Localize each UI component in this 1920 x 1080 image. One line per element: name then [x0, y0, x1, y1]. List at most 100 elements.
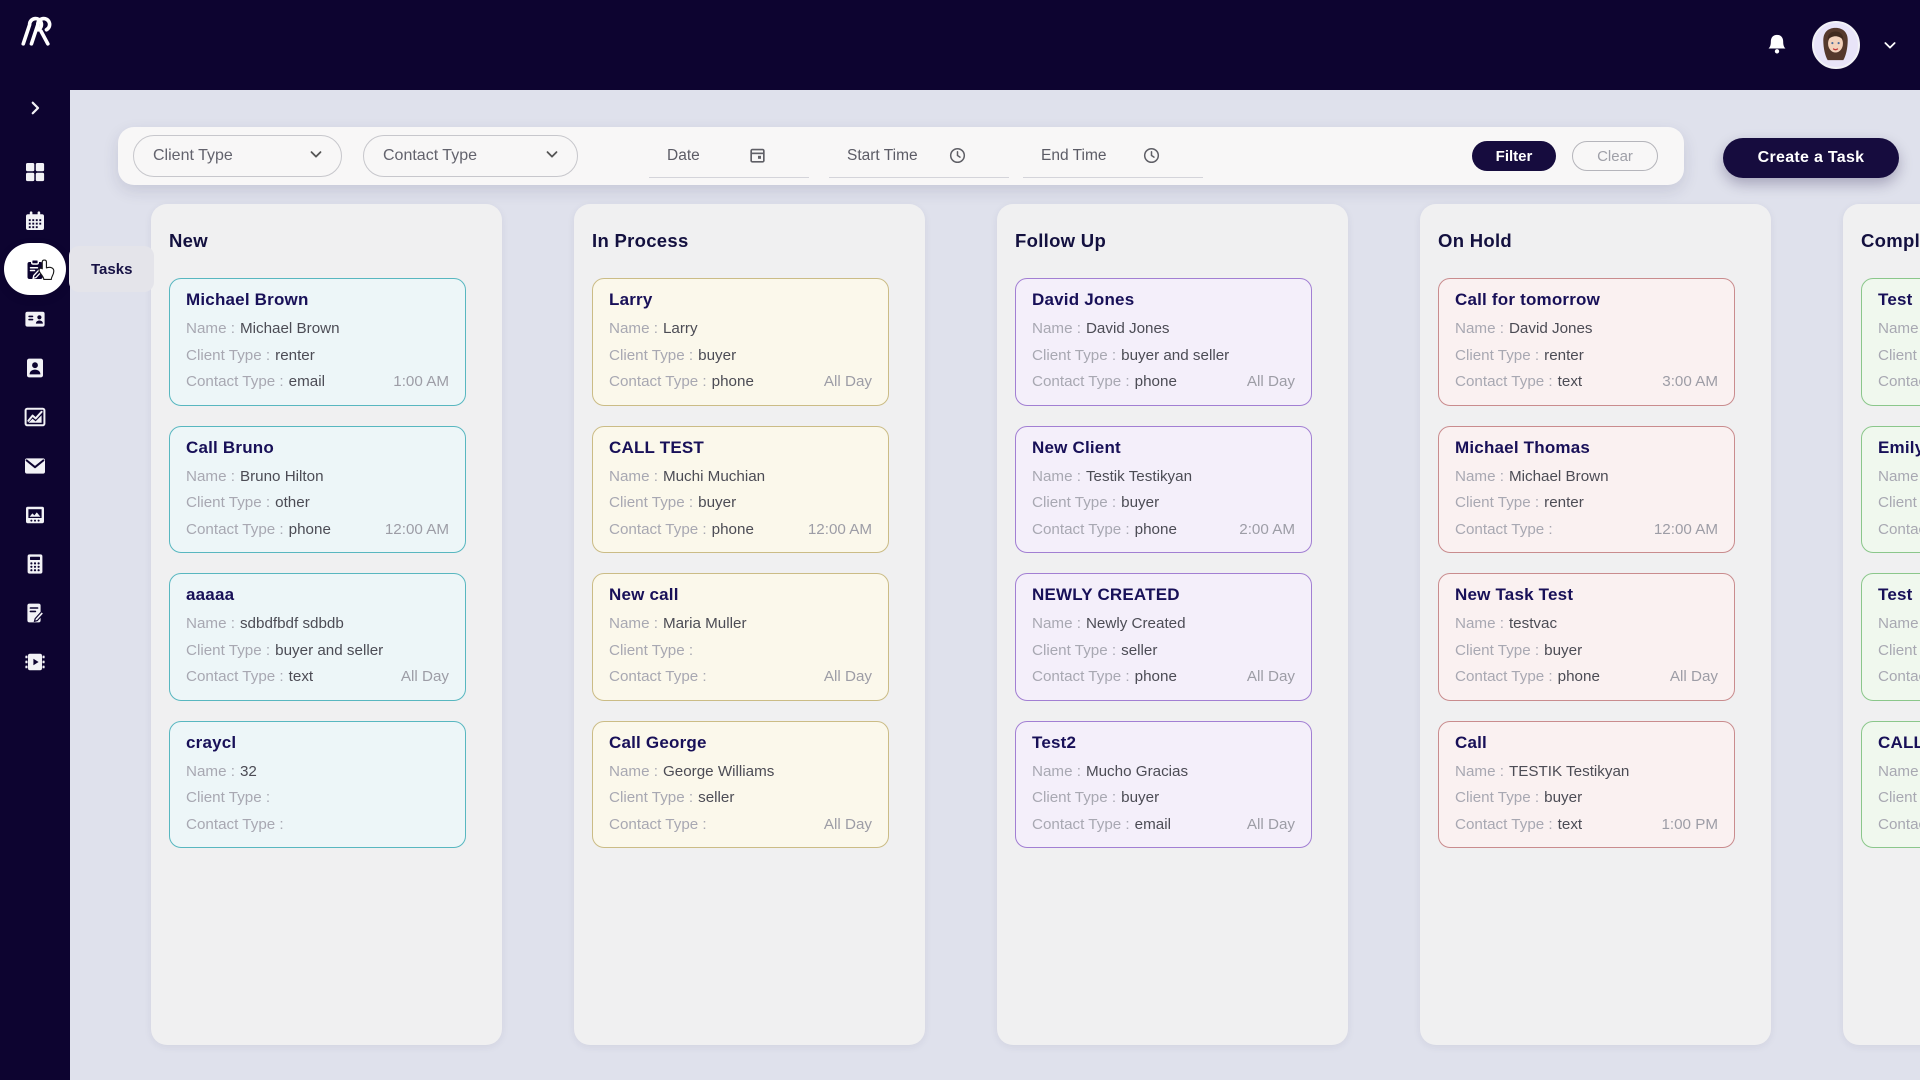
sidebar-nav: Tasks — [0, 147, 155, 686]
sidebar-item-media[interactable] — [0, 490, 70, 539]
sidebar-item-calculator[interactable] — [0, 539, 70, 588]
task-title: CALL TEST — [609, 437, 704, 457]
contact-type-select-label: Contact Type — [383, 147, 477, 164]
task-contact-type-row: Contact Type : phone All Day — [1455, 664, 1718, 691]
avatar[interactable] — [1812, 21, 1860, 69]
clock-icon — [1142, 146, 1161, 165]
task-title: craycl — [186, 732, 237, 752]
task-client-type-row: Client Type : buyer — [609, 346, 737, 364]
task-name-row: Name : Testik Testikyan — [1032, 467, 1193, 485]
task-client-type-row: Client Type : seller — [1032, 641, 1158, 659]
sidebar-item-clients[interactable] — [0, 343, 70, 392]
sidebar-item-contacts[interactable] — [0, 294, 70, 343]
start-time-input-label: Start Time — [847, 146, 918, 164]
sidebar-item-tasks[interactable]: Tasks — [0, 243, 155, 295]
task-name-row: Name : David Jones — [1032, 320, 1170, 337]
document-edit-icon — [27, 603, 45, 622]
sidebar-item-notes[interactable] — [0, 588, 70, 637]
sidebar-item-analytics[interactable] — [0, 392, 70, 441]
column-title: Completed — [1861, 230, 1920, 251]
task-client-type-row: Client Type : — [1878, 641, 1920, 659]
task-title: Michael Thomas — [1455, 437, 1591, 457]
task-card[interactable]: aaaaa Name : sdbdfbdf sdbdb Client Type : bu… — [169, 573, 466, 701]
task-client-type-row: Client Type : buyer and seller — [1032, 346, 1230, 364]
client-type-select[interactable]: Client Type — [133, 135, 342, 177]
task-card[interactable]: New call Name : Maria Muller Client Type : C… — [592, 573, 889, 701]
calendar-icon — [748, 146, 767, 165]
task-contact-type-row: Contact Type : — [1878, 373, 1920, 390]
task-contact-type-row: Contact Type : email All Day — [1032, 812, 1295, 839]
task-name-row: Name : Newly Created — [1032, 615, 1186, 632]
task-card[interactable]: Call Name : TESTIK Testikyan Client Type :b… — [1438, 720, 1735, 848]
task-card[interactable]: Test2 Name : Mucho Gracias Client Type : buy… — [1015, 720, 1312, 848]
sidebar-item-mail[interactable] — [0, 441, 70, 490]
task-card[interactable]: Michael Thomas Name : Michael Brown Client … — [1438, 425, 1735, 553]
date-input[interactable]: Date — [649, 134, 809, 178]
sidebar-item-calendar[interactable] — [0, 196, 70, 245]
bell-icon[interactable] — [1762, 30, 1792, 60]
task-title: Call — [1455, 732, 1487, 752]
task-name-row: Name : Muchi Muchian — [609, 467, 766, 485]
filter-bar: Client Type Contact Type Date Start Time — [118, 127, 1684, 185]
task-card[interactable]: Call George Name : George Williams Client T… — [592, 720, 889, 848]
task-title: Call for tomorrow — [1455, 290, 1601, 309]
sidebar-item-videos[interactable] — [0, 637, 70, 686]
column-title: Follow Up — [1015, 230, 1107, 251]
task-contact-type-row: Contact Type :12:00 AM — [1455, 517, 1718, 544]
task-client-type-row: Client Type : seller — [609, 789, 735, 806]
task-client-type-row: Client Type : — [609, 641, 694, 659]
task-card[interactable]: craycl Name :32 Client Type : Contact Type … — [169, 720, 466, 848]
task-client-type-row: Client Type : buyer — [1455, 641, 1583, 659]
clear-button[interactable]: Clear — [1572, 141, 1658, 171]
clock-icon — [948, 146, 967, 165]
task-contact-type-row: Contact Type : text 1:00 PM — [1455, 812, 1718, 839]
video-chip-icon — [25, 653, 45, 670]
sidebar-expand-chevron-right-icon[interactable] — [0, 96, 70, 120]
task-card[interactable]: Test Name : Client Type : Contact Type : — [1861, 573, 1920, 701]
contact-type-select[interactable]: Contact Type — [363, 135, 578, 177]
task-card[interactable]: CALL Name : Client Type : Contact Type : — [1861, 720, 1920, 848]
task-title: Test — [1878, 290, 1913, 309]
task-card[interactable]: Test Name : Client Type : Contact Type : — [1861, 278, 1920, 406]
task-card[interactable]: Larry Name : Larry Client Type : buyer Contac… — [592, 278, 889, 406]
task-title: Emily — [1878, 437, 1920, 457]
sidebar-item-dashboard[interactable] — [0, 147, 70, 196]
task-name-row: Name : Michael Brown — [1455, 467, 1609, 485]
task-name-row: Name : TESTIK Testikyan — [1455, 762, 1630, 780]
task-card[interactable]: Emily Name : Client Type : Contact Type : — [1861, 425, 1920, 553]
chevron-down-icon[interactable] — [1880, 35, 1900, 55]
task-card[interactable]: Call for tomorrow Name : David Jones Client… — [1438, 278, 1735, 406]
task-title: Larry — [609, 290, 653, 309]
end-time-input-label: End Time — [1041, 146, 1107, 164]
task-client-type-row: Client Type : — [1878, 494, 1920, 511]
task-card[interactable]: David Jones Name : David Jones Client Type … — [1015, 278, 1312, 406]
kanban-board: New Michael Brown Name : Michael Brown Clien… — [151, 204, 1920, 1045]
task-name-row: Name : George Williams — [609, 762, 775, 780]
task-time: All Day — [823, 373, 872, 390]
task-time — [441, 812, 449, 839]
task-card[interactable]: CALL TEST Name : Muchi Muchian Client Type … — [592, 425, 889, 553]
task-card[interactable]: NEWLY CREATED Name : Newly Created Client T… — [1015, 573, 1312, 701]
task-contact-type-row: Contact Type : phone All Day — [609, 369, 872, 396]
create-task-button[interactable]: Create a Task — [1723, 138, 1899, 178]
task-contact-type-row: Contact Type : phone 12:00 AM — [609, 517, 872, 544]
user-icon — [27, 358, 43, 377]
task-card[interactable]: New Task Test Name : testvac Client Type :b… — [1438, 573, 1735, 701]
topbar — [0, 0, 1920, 90]
task-client-type-row: Client Type : renter — [1455, 346, 1584, 364]
task-card[interactable]: Michael Brown Name : Michael Brown Client T… — [169, 278, 466, 406]
task-contact-type-row: Contact Type : — [1878, 815, 1920, 833]
end-time-input[interactable]: End Time — [1023, 134, 1203, 178]
kanban-column-follow-up: Follow Up David Jones Name : David Jones Cli… — [997, 204, 1348, 1045]
task-card[interactable]: New Client Name : Testik Testikyan Client T… — [1015, 425, 1312, 553]
cursor-hand-icon — [38, 259, 55, 281]
task-name-row: Name : — [1878, 320, 1920, 337]
task-card[interactable]: Call Bruno Name : Bruno Hilton Client Type … — [169, 425, 466, 553]
column-title: On Hold — [1438, 230, 1513, 251]
start-time-input[interactable]: Start Time — [829, 134, 1009, 178]
task-title: Test2 — [1032, 732, 1077, 752]
filter-button[interactable]: Filter — [1472, 141, 1556, 171]
task-client-type-row: Client Type : other — [186, 494, 310, 511]
task-name-row: Name : Bruno Hilton — [186, 467, 324, 485]
task-title: David Jones — [1032, 290, 1135, 309]
